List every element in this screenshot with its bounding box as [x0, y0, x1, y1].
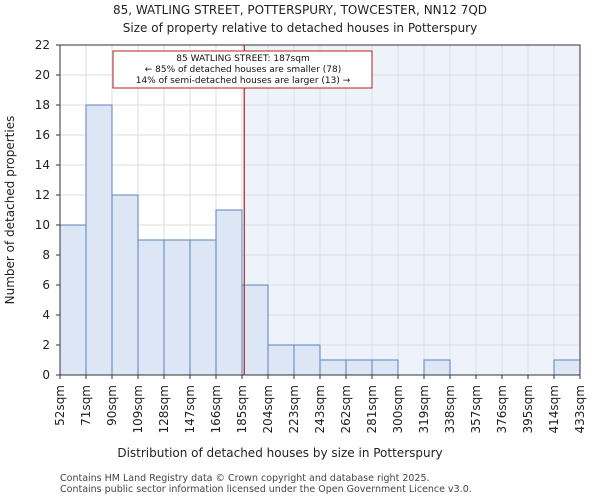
x-tick-label: 147sqm — [183, 385, 197, 433]
bar-223sqm — [293, 344, 321, 376]
y-tick-label: 6 — [42, 278, 50, 292]
plot-background — [244, 45, 581, 375]
x-tick-label: 223sqm — [287, 385, 301, 433]
y-tick-label: 12 — [35, 188, 50, 202]
x-tick-label: 109sqm — [131, 385, 145, 433]
bar-52sqm — [59, 224, 87, 376]
y-tick-label: 2 — [42, 338, 50, 352]
y-tick-label: 4 — [42, 308, 50, 322]
bar-128sqm — [163, 239, 191, 376]
x-tick-label: 376sqm — [495, 385, 509, 433]
x-ticks-group: 52sqm 71sqm 90sqm 109sqm 128sqm 147sqm 166sqm 1… — [53, 375, 587, 433]
footer-line1: Contains HM Land Registry data © Crown c… — [60, 473, 430, 484]
x-tick-label: 185sqm — [235, 385, 249, 433]
bar-319sqm — [423, 359, 451, 376]
x-tick-label: 262sqm — [339, 385, 353, 433]
x-tick-label: 414sqm — [547, 385, 561, 433]
y-tick-label: 14 — [35, 158, 50, 172]
x-tick-label: 71sqm — [79, 385, 93, 426]
bar-281sqm — [371, 359, 399, 376]
annotation-line2: ← 85% of detached houses are smaller (78… — [145, 65, 342, 75]
y-tick-label: 10 — [35, 218, 50, 232]
x-tick-label: 243sqm — [313, 385, 327, 433]
y-tick-label: 18 — [35, 98, 50, 112]
bar-204sqm — [267, 344, 295, 376]
x-tick-label: 433sqm — [573, 385, 587, 433]
bar-109sqm — [137, 239, 165, 376]
chart-subtitle: Size of property relative to detached ho… — [123, 21, 477, 35]
chart-title: 85, WATLING STREET, POTTERSPURY, TOWCEST… — [113, 3, 487, 17]
x-tick-label: 281sqm — [365, 385, 379, 433]
x-tick-label: 166sqm — [209, 385, 223, 433]
bar-243sqm — [319, 359, 347, 376]
bar-185sqm — [241, 284, 269, 376]
y-tick-label: 16 — [35, 128, 50, 142]
y-tick-label: 20 — [35, 68, 50, 82]
highlight-region — [244, 45, 581, 375]
bar-147sqm — [189, 239, 217, 376]
x-tick-label: 52sqm — [53, 385, 67, 426]
x-tick-label: 338sqm — [443, 385, 457, 433]
bar-414sqm — [553, 359, 581, 376]
y-tick-label: 22 — [35, 38, 50, 52]
x-tick-label: 319sqm — [417, 385, 431, 433]
annotation-box: 85 WATLING STREET: 187sqm ← 85% of detac… — [112, 50, 373, 89]
annotation-line3: 14% of semi-detached houses are larger (… — [136, 76, 351, 86]
x-tick-label: 90sqm — [105, 385, 119, 426]
bars-group — [59, 104, 581, 376]
x-axis-title: Distribution of detached houses by size … — [117, 446, 442, 460]
bar-90sqm — [111, 194, 139, 376]
y-ticks-group: 0 2 4 6 8 10 12 14 16 18 20 22 — [35, 38, 60, 382]
bar-166sqm — [215, 209, 243, 376]
annotation-line1: 85 WATLING STREET: 187sqm — [176, 54, 310, 64]
bar-262sqm — [345, 359, 373, 376]
y-axis-title: Number of detached properties — [3, 116, 17, 305]
x-tick-label: 357sqm — [469, 385, 483, 433]
x-tick-label: 128sqm — [157, 385, 171, 433]
x-tick-label: 395sqm — [521, 385, 535, 433]
y-tick-label: 0 — [42, 368, 50, 382]
annotation-frame — [112, 50, 373, 89]
x-tick-label: 300sqm — [391, 385, 405, 433]
x-tick-label: 204sqm — [261, 385, 275, 433]
y-tick-label: 8 — [42, 248, 50, 262]
bar-71sqm — [85, 104, 113, 376]
footer-line2: Contains public sector information licen… — [60, 484, 472, 495]
